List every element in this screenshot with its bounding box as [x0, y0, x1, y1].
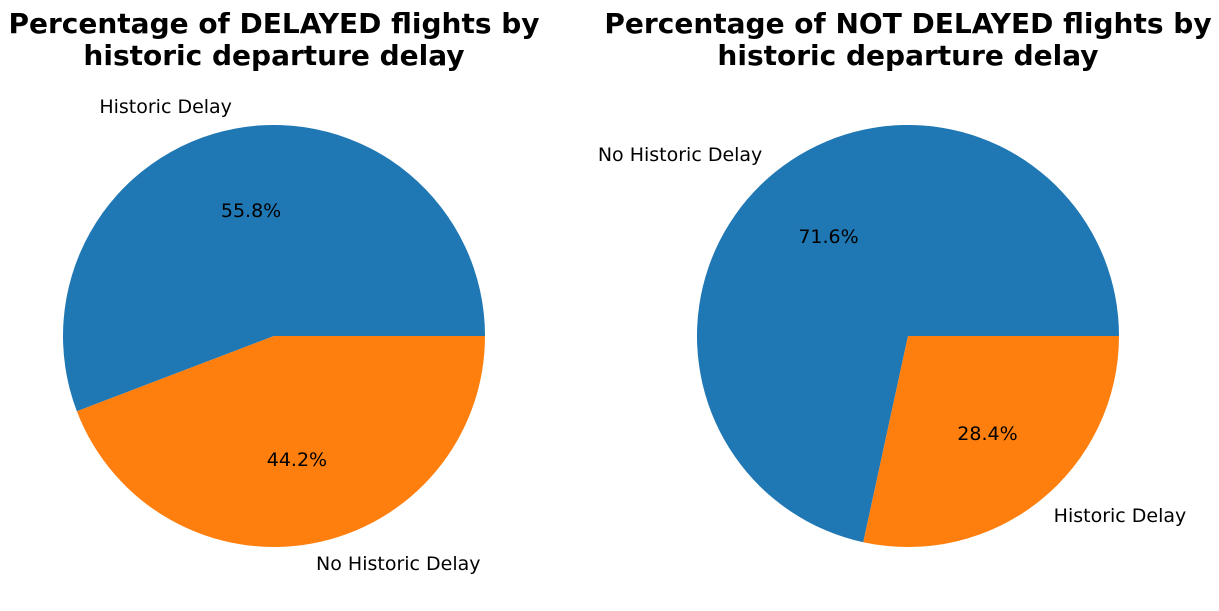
pie-slice — [697, 124, 1119, 543]
pie-chart-delayed: Percentage of DELAYED flights by histori… — [8, 7, 539, 575]
slice-percent-label: 44.2% — [267, 449, 327, 471]
slice-category-label: No Historic Delay — [598, 144, 762, 166]
chart-title-line-2: historic departure delay — [717, 39, 1098, 72]
slice-category-label: Historic Delay — [99, 96, 232, 118]
pie-slice — [863, 336, 1119, 547]
chart-title-line-2: historic departure delay — [83, 39, 464, 72]
chart-title-line-1: Percentage of NOT DELAYED flights by — [604, 7, 1211, 40]
pie-chart-not-delayed: Percentage of NOT DELAYED flights by his… — [598, 7, 1212, 547]
pie-slice — [62, 125, 485, 412]
pie-slice — [76, 336, 485, 548]
slice-percent-label: 28.4% — [957, 423, 1017, 445]
slice-category-label: No Historic Delay — [316, 553, 480, 575]
slice-percent-label: 55.8% — [221, 200, 281, 222]
slice-percent-label: 71.6% — [798, 226, 858, 248]
slice-category-label: Historic Delay — [1054, 505, 1187, 527]
chart-title-line-1: Percentage of DELAYED flights by — [8, 7, 539, 40]
